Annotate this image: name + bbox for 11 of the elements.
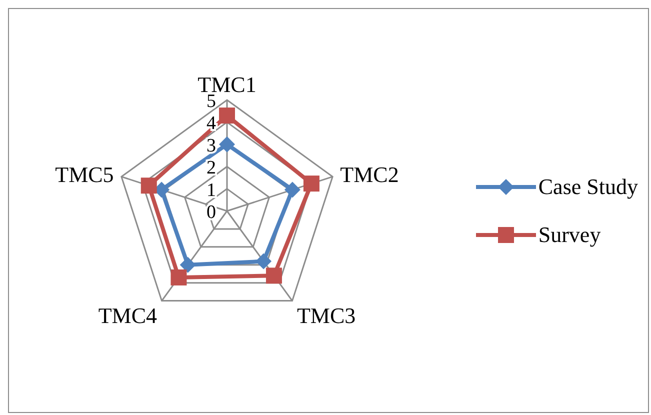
y-tick-label: 2 — [206, 158, 216, 179]
y-tick-label: 0 — [206, 202, 216, 223]
spoke-label: TMC3 — [296, 302, 356, 328]
spoke-label: TMC4 — [98, 302, 158, 328]
spoke-label: TMC5 — [55, 162, 114, 188]
y-tick-label: 5 — [206, 91, 216, 112]
legend-label: Survey — [538, 222, 601, 248]
legend-label: Case Study — [538, 174, 638, 200]
y-tick-label: 3 — [206, 135, 216, 156]
y-tick-label: 1 — [206, 180, 216, 201]
spoke-label: TMC2 — [340, 162, 399, 188]
